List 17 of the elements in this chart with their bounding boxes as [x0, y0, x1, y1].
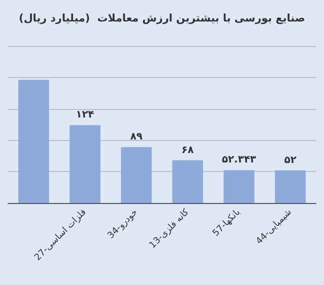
data-label: ۵۲.۳۴۳	[222, 154, 256, 166]
x-tick-label: 27-فلزات اساسی	[33, 207, 89, 263]
data-label: ۵۲	[284, 154, 296, 166]
bar	[18, 80, 50, 203]
data-label: ۸۹	[130, 132, 142, 143]
bar	[120, 147, 152, 203]
bar	[172, 160, 204, 203]
data-label: ۶۸	[182, 144, 194, 156]
data-label: ۱۲۴	[76, 110, 94, 121]
bar	[70, 125, 100, 203]
bar	[274, 170, 306, 203]
chart-title: صنایع بورسی با بیشترین ارزش معاملات (میلیارد ریال)	[18, 12, 306, 24]
x-tick-label: 57-بانکها	[211, 207, 243, 239]
x-tick-label: 13-کانه فلزی	[148, 206, 192, 251]
x-tick-label: 44-شیمیایی	[254, 207, 294, 247]
x-tick-label: 34-خودرو	[106, 207, 140, 242]
bar	[224, 170, 254, 203]
